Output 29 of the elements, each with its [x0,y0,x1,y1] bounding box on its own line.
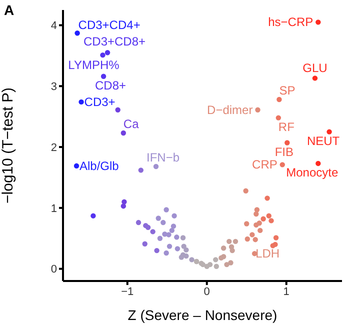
annotation: CD8+ [95,78,126,92]
annotation: hs−CRP [268,15,314,30]
annotation: CD3+ [84,94,116,109]
x-axis-title: Z (Severe – Nonsevere) [128,307,278,323]
annotation: LYMPH% [68,58,120,72]
annotation: CD3+CD8+ [83,34,146,49]
y-axis-title: −log10 (T−test P) [0,88,16,204]
y-tick-label: 2 [50,142,57,154]
annotation: FIB [274,144,294,159]
y-tick-label: 1 [50,202,57,215]
x-tick-label: 0 [204,286,210,298]
annotation: D−dimer [207,102,253,117]
x-tick-label: −1 [121,286,134,298]
annotation: CRP [252,158,278,172]
annotation: IFN−b [146,150,180,165]
annotation: SP [279,84,296,98]
annotation: Ca [123,117,140,132]
annotation: LDH [256,246,280,261]
x-tick-label: 1 [283,286,290,298]
annotation: RF [278,120,294,134]
annotation: GLU [302,61,328,76]
annotation: CD3+CD4+ [78,18,140,32]
text: A [4,2,14,18]
y-tick-label: 4 [50,20,57,32]
annotation: NEUT [306,134,340,148]
y-tick-label: 3 [50,81,57,94]
annotation: Monocyte [286,165,338,180]
annotation: Alb/Glb [80,158,120,173]
y-tick-label: 0 [50,264,57,276]
